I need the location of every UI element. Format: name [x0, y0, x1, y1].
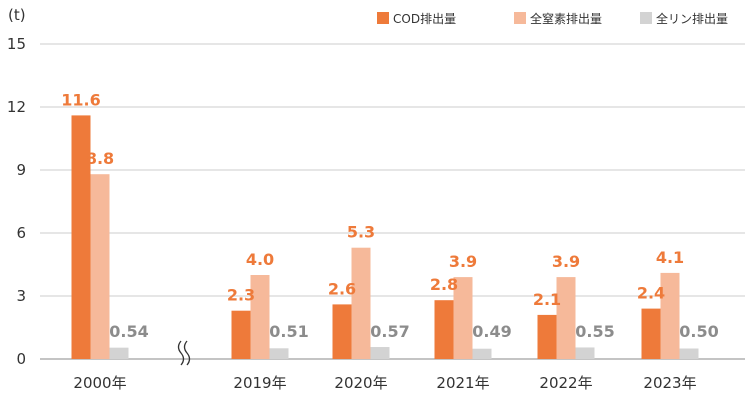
- bar: [641, 308, 661, 359]
- data-label: 2.3: [227, 286, 255, 305]
- data-label: 2.6: [328, 279, 356, 298]
- category-label: 2022年: [539, 374, 592, 392]
- bar: [90, 174, 110, 359]
- category-label: 2019年: [233, 374, 286, 392]
- bar: [472, 348, 492, 359]
- bar: [537, 314, 557, 359]
- bar: [269, 348, 289, 359]
- data-label: 2.1: [533, 290, 561, 309]
- y-tick-label: 6: [16, 224, 26, 242]
- bar: [370, 347, 390, 359]
- bar: [453, 277, 473, 359]
- bar: [575, 347, 595, 359]
- y-tick-label: 0: [16, 350, 26, 368]
- data-label: 11.6: [61, 90, 100, 109]
- legend-label: 全窒素排出量: [530, 11, 602, 26]
- bar: [231, 310, 251, 359]
- data-labels: 11.6 2.3 2.6 2.8 2.1 2.4 8.8 4.0 5.3 3.9 3.9 4.1 0.5…: [61, 90, 718, 341]
- y-tick-label: 15: [7, 35, 26, 53]
- data-label: 8.8: [86, 149, 114, 168]
- data-label: 0.50: [679, 322, 718, 341]
- bars: [71, 115, 699, 360]
- y-tick-label: 12: [7, 98, 26, 116]
- bar: [109, 347, 129, 359]
- category-label: 2020年: [334, 374, 387, 392]
- data-label: 0.57: [370, 322, 409, 341]
- bar: [250, 275, 270, 359]
- bar: [660, 272, 680, 359]
- data-label: 3.9: [449, 252, 477, 271]
- legend: COD排出量 全窒素排出量 全リン排出量: [377, 11, 728, 26]
- y-tick-label: 3: [16, 287, 26, 305]
- legend-label: 全リン排出量: [656, 11, 728, 26]
- y-axis-unit-label: (t): [8, 6, 26, 24]
- bar: [351, 247, 371, 359]
- data-label: 0.54: [109, 322, 148, 341]
- legend-swatch: [514, 12, 526, 24]
- category-label: 2023年: [643, 374, 696, 392]
- data-label: 0.55: [575, 322, 614, 341]
- bar: [71, 115, 91, 360]
- legend-swatch: [377, 12, 389, 24]
- category-label: 2000年: [73, 374, 126, 392]
- data-label: 5.3: [347, 223, 375, 242]
- bar: [332, 304, 352, 359]
- data-label: 3.9: [552, 252, 580, 271]
- data-label: 0.51: [269, 322, 308, 341]
- data-label: 2.4: [637, 284, 665, 303]
- data-label: 4.1: [656, 248, 684, 267]
- legend-label: COD排出量: [393, 12, 456, 26]
- y-tick-label: 9: [16, 161, 26, 179]
- category-label: 2021年: [436, 374, 489, 392]
- bar: [556, 277, 576, 359]
- bar: [679, 348, 699, 359]
- data-label: 0.49: [472, 322, 511, 341]
- axis-break-icon: [177, 340, 191, 366]
- gridlines: [40, 43, 745, 360]
- x-axis-category-labels: 2000年 2019年 2020年 2021年 2022年 2023年: [73, 374, 696, 392]
- data-label: 2.8: [430, 275, 458, 294]
- bar: [434, 300, 454, 359]
- data-label: 4.0: [246, 250, 274, 269]
- y-axis-ticks: 0 3 6 9 12 15: [7, 35, 26, 368]
- legend-swatch: [640, 12, 652, 24]
